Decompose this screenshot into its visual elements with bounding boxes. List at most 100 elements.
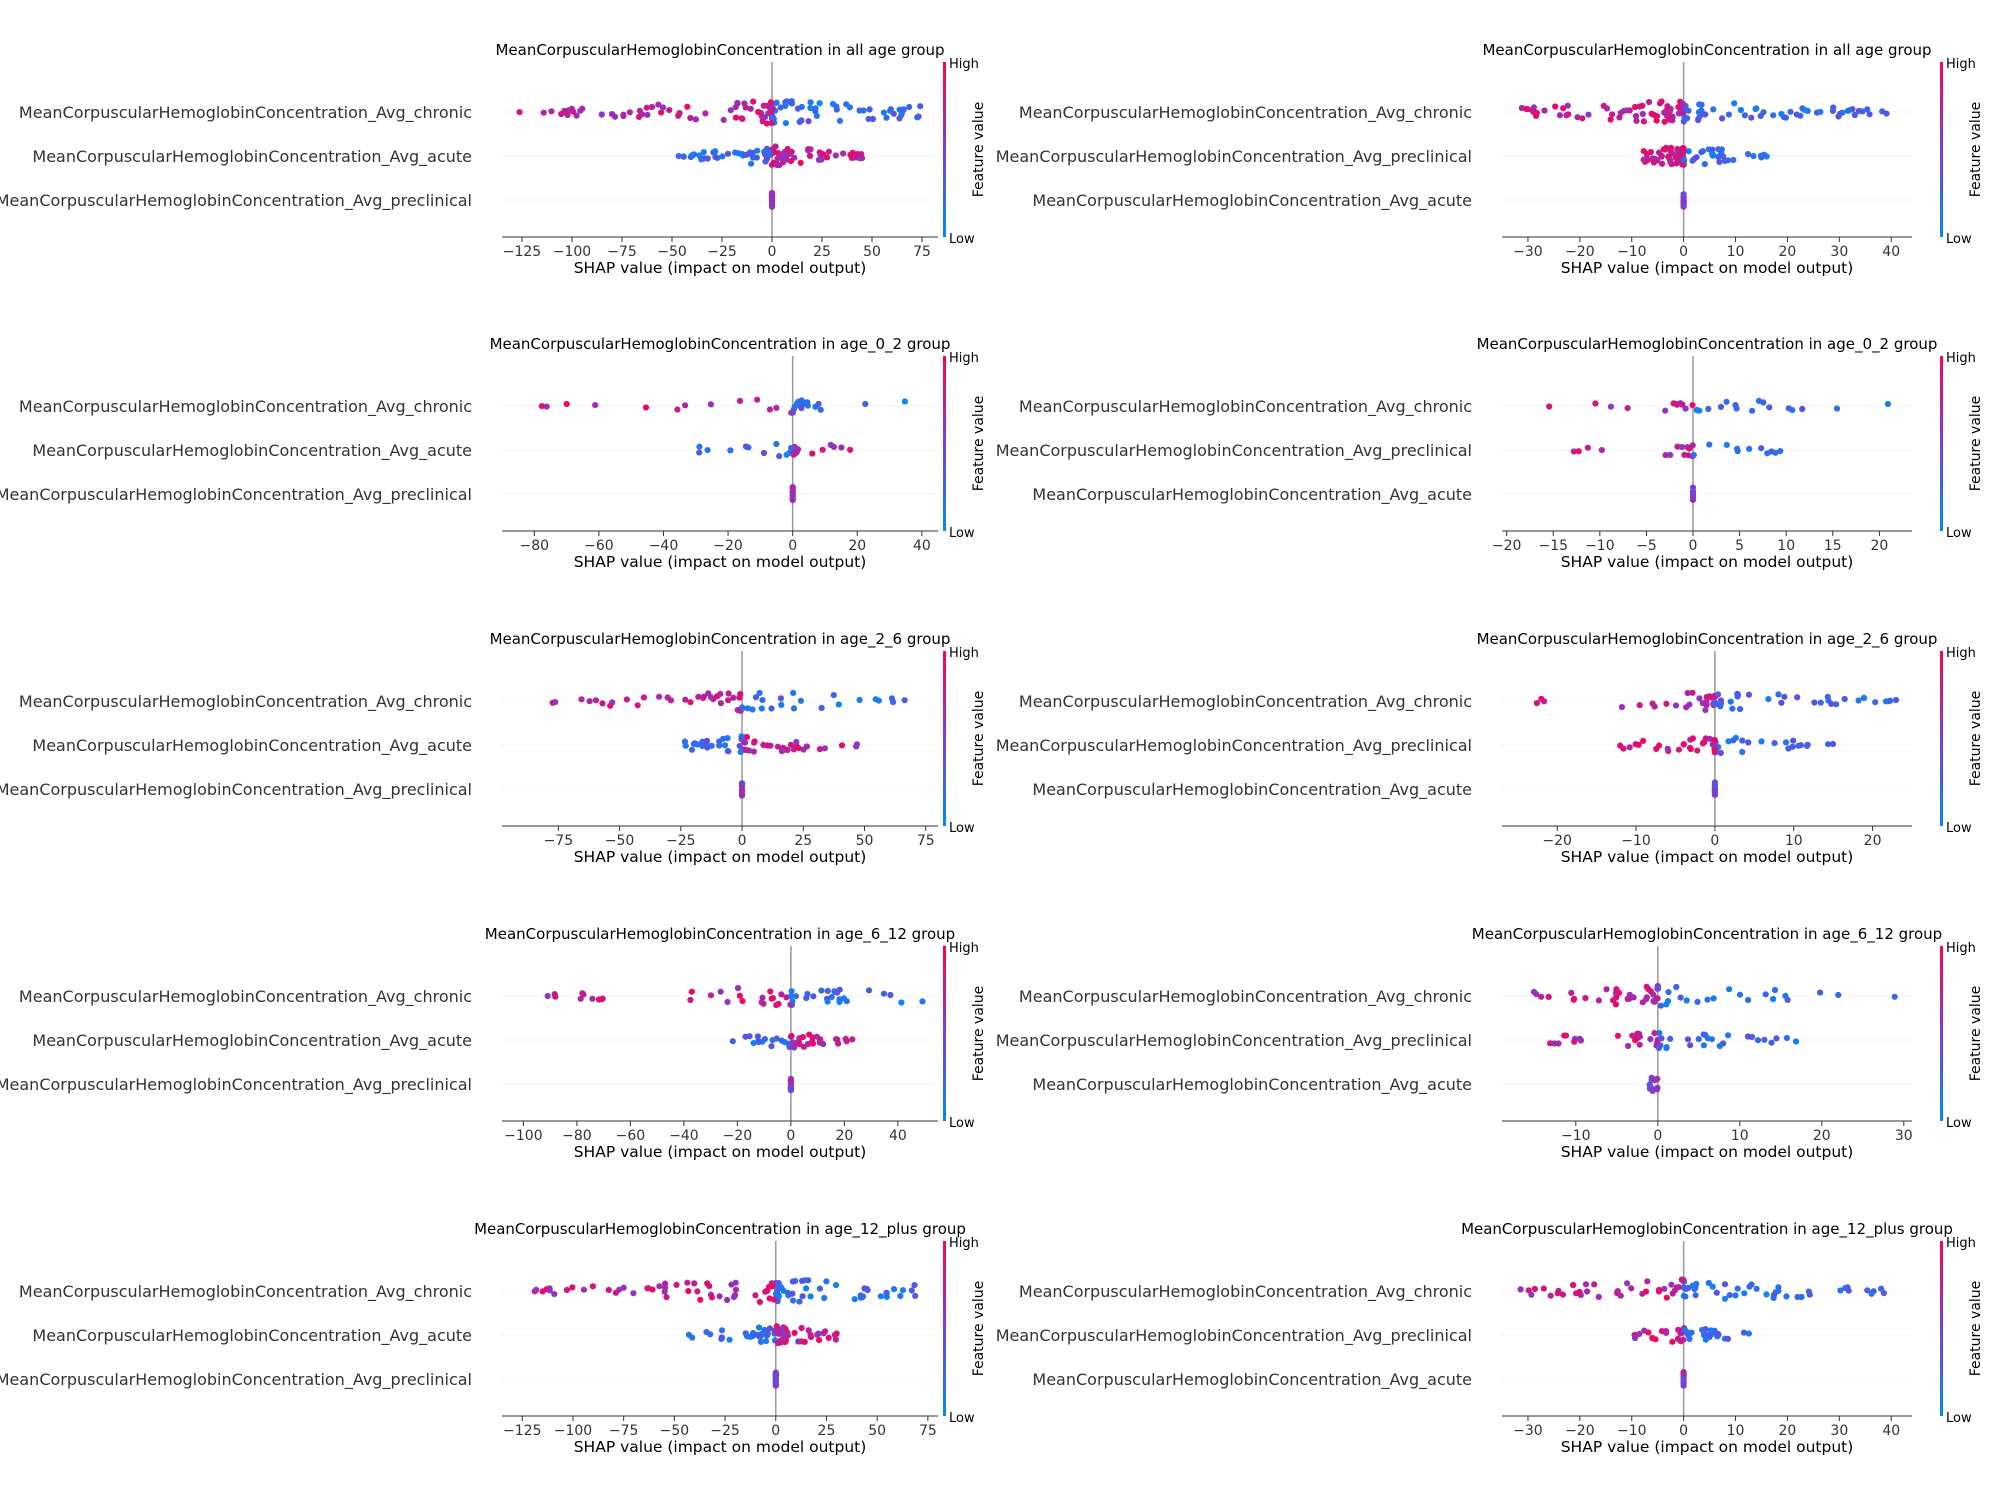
shap-point [799, 1277, 806, 1284]
shap-point [1737, 106, 1744, 114]
shap-point [1607, 403, 1614, 410]
shap-point [543, 403, 550, 410]
shap-point [1693, 154, 1700, 161]
shap-point [1649, 1334, 1656, 1342]
shap-point [1675, 1326, 1682, 1333]
shap-point [809, 450, 816, 457]
shap-point [1533, 991, 1540, 998]
x-tick-label: −10 [1621, 833, 1651, 849]
shap-point [1739, 748, 1746, 756]
shap-point [656, 693, 663, 700]
shap-point [1561, 1032, 1568, 1039]
shap-point [815, 1330, 822, 1337]
shap-point [1801, 106, 1808, 113]
shap-point [1711, 749, 1718, 756]
shap-point [1614, 1288, 1621, 1295]
shap-point [727, 107, 734, 114]
shap-point [1754, 1037, 1762, 1044]
shap-point [1629, 1032, 1636, 1039]
shap-point [795, 744, 802, 752]
shap-point [663, 1294, 670, 1301]
shap-point [851, 1296, 858, 1303]
shap-point [626, 109, 634, 116]
shap-point [777, 695, 785, 702]
feature-label: MeanCorpuscularHemoglobinConcentration_A… [19, 987, 472, 1007]
shap-point [801, 1338, 808, 1345]
shap-point [734, 985, 742, 992]
feature-label: MeanCorpuscularHemoglobinConcentration_A… [1019, 103, 1472, 123]
shap-point [1757, 112, 1764, 119]
shap-point [736, 742, 743, 750]
shap-point [1882, 698, 1890, 705]
shap-point [1748, 114, 1755, 121]
shap-point [1685, 452, 1692, 459]
shap-point [815, 156, 823, 163]
shap-point [1794, 694, 1801, 701]
shap-point [656, 1283, 663, 1290]
shap-point [1717, 749, 1724, 757]
x-tick-label: −125 [503, 1423, 541, 1439]
shap-point [732, 1279, 739, 1286]
shap-point [1736, 991, 1744, 998]
shap-point [1709, 741, 1716, 748]
shap-point [1828, 700, 1835, 708]
shap-point [620, 1284, 627, 1291]
shap-point [648, 103, 656, 111]
shap-point [1790, 737, 1797, 744]
x-tick-label: −25 [707, 244, 737, 260]
shap-point [766, 104, 774, 111]
shap-point [754, 147, 761, 154]
shap-point [864, 1287, 871, 1294]
shap-point [832, 152, 839, 159]
shap-point [1664, 745, 1671, 752]
shap-point [1708, 694, 1715, 701]
shap-point [840, 150, 847, 157]
shap-point [1851, 111, 1858, 119]
shap-point [1552, 103, 1559, 110]
shap-point [758, 705, 765, 712]
x-tick-label: 0 [768, 244, 777, 260]
shap-point [687, 996, 694, 1004]
shap-point [1667, 451, 1674, 458]
shap-point [1680, 1376, 1687, 1383]
x-tick-label: 50 [863, 244, 881, 260]
shap-point [707, 401, 715, 408]
shap-point [789, 484, 796, 491]
shap-point [1649, 155, 1656, 162]
colorbar-high-label: High [1946, 941, 1976, 956]
shap-point [1704, 1035, 1711, 1042]
shap-point [1783, 1034, 1790, 1042]
shap-point [1600, 102, 1607, 109]
x-tick-label: −80 [562, 1128, 592, 1144]
shap-point [1825, 741, 1832, 748]
shap-point [775, 1292, 783, 1299]
shap-point [832, 1336, 840, 1343]
shap-point [805, 118, 812, 125]
x-tick-label: −10 [1617, 1423, 1647, 1439]
shap-point [682, 402, 689, 409]
shap-point [1721, 157, 1729, 164]
x-tick-label: −10 [1585, 538, 1615, 554]
shap-point [1680, 145, 1687, 152]
colorbar-label: Feature value [971, 396, 987, 492]
shap-point [612, 1289, 620, 1296]
shap-point [676, 110, 683, 117]
colorbar-low-label: Low [1946, 1116, 1972, 1131]
shap-point [805, 1041, 812, 1048]
shap-point [790, 705, 798, 712]
feature-label: MeanCorpuscularHemoglobinConcentration_A… [996, 736, 1472, 756]
x-axis-label: SHAP value (impact on model output) [1561, 553, 1854, 571]
shap-point [836, 117, 844, 124]
shap-point [762, 1288, 769, 1295]
shap-point [766, 406, 774, 413]
shap-point [734, 99, 741, 107]
shap-point [1582, 1281, 1590, 1288]
feature-label: MeanCorpuscularHemoglobinConcentration_A… [0, 485, 472, 505]
shap-point [691, 1280, 698, 1287]
shap-point [897, 1292, 904, 1300]
colorbar [1940, 356, 1943, 531]
shap-point [768, 120, 775, 127]
shap-point [1681, 1326, 1688, 1334]
x-tick-label: −75 [544, 833, 574, 849]
shap-panel-10: MeanCorpuscularHemoglobinConcentration i… [996, 1220, 1984, 1456]
